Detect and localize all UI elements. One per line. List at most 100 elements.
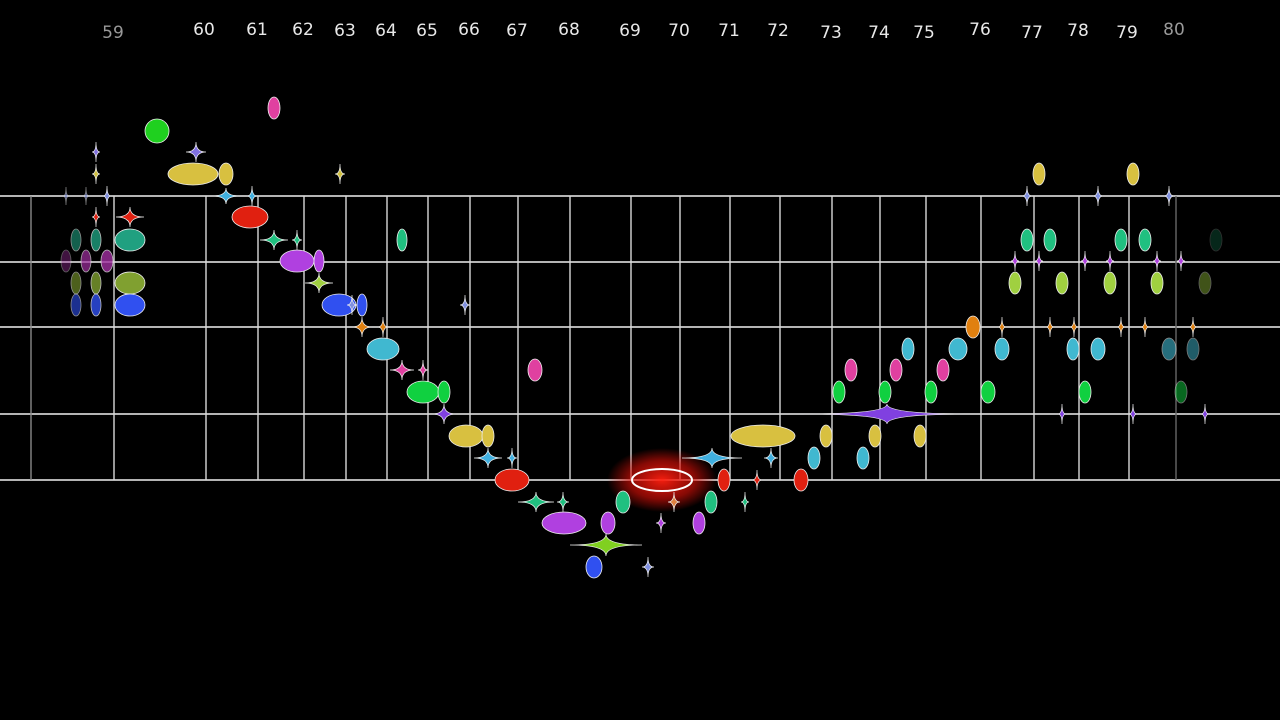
- note-star: [763, 447, 779, 469]
- note: [585, 555, 603, 579]
- note: [1114, 228, 1128, 252]
- note: [1020, 228, 1034, 252]
- note: [279, 249, 315, 273]
- note: [1043, 228, 1057, 252]
- note: [878, 380, 892, 404]
- measure-number: 59: [102, 23, 124, 43]
- note: [924, 380, 938, 404]
- note: [1186, 337, 1200, 361]
- note-star: [740, 491, 750, 513]
- measure-number: 78: [1067, 21, 1089, 41]
- note-star: [389, 359, 415, 381]
- note-star: [1010, 250, 1020, 272]
- note: [1209, 228, 1223, 252]
- note-star: [1163, 185, 1175, 207]
- note: [1078, 380, 1092, 404]
- measure-number: 63: [334, 21, 356, 41]
- note-star: [334, 163, 346, 185]
- measure-number: 69: [619, 21, 641, 41]
- note: [144, 118, 170, 144]
- note-star: [1045, 316, 1055, 338]
- note: [807, 446, 821, 470]
- note: [114, 293, 146, 317]
- note: [1055, 271, 1069, 295]
- note: [1161, 337, 1177, 361]
- note: [1008, 271, 1022, 295]
- note: [704, 490, 718, 514]
- note: [615, 490, 631, 514]
- note: [114, 271, 146, 295]
- note-star: [1200, 403, 1210, 425]
- note-star: [569, 533, 643, 557]
- note-star: [1116, 316, 1126, 338]
- note: [541, 511, 587, 535]
- measure-number: 77: [1021, 23, 1043, 43]
- note-star: [641, 556, 655, 578]
- note-star: [259, 229, 289, 251]
- measure-number: 62: [292, 20, 314, 40]
- note-star: [304, 272, 334, 294]
- measure-number: 61: [246, 20, 268, 40]
- measure-number: 67: [506, 21, 528, 41]
- note: [730, 424, 796, 448]
- note-star: [246, 185, 258, 207]
- note-star: [351, 316, 373, 338]
- note: [527, 358, 543, 382]
- note-star: [1092, 185, 1104, 207]
- note-star: [1080, 250, 1090, 272]
- note-star: [211, 187, 241, 205]
- note: [631, 468, 693, 492]
- note: [90, 293, 102, 317]
- note-star: [185, 141, 207, 163]
- note-star: [1128, 403, 1138, 425]
- note-star: [115, 206, 145, 228]
- note-star: [506, 447, 518, 469]
- note: [868, 424, 882, 448]
- measure-number: 72: [767, 21, 789, 41]
- note: [1090, 337, 1106, 361]
- note: [844, 358, 858, 382]
- note: [366, 337, 400, 361]
- measure-number: 74: [868, 23, 890, 43]
- measure-number: 64: [375, 21, 397, 41]
- note: [1103, 271, 1117, 295]
- note: [70, 271, 82, 295]
- note: [980, 380, 996, 404]
- note: [717, 468, 731, 492]
- note-star: [91, 163, 101, 185]
- note: [494, 468, 530, 492]
- active-note-glow: [607, 448, 717, 512]
- measure-number: 79: [1116, 23, 1138, 43]
- note: [994, 337, 1010, 361]
- measure-number: 68: [558, 20, 580, 40]
- note: [70, 293, 82, 317]
- note: [1066, 337, 1080, 361]
- note-star: [377, 316, 389, 338]
- note-star: [751, 469, 763, 491]
- note-star: [1188, 316, 1198, 338]
- note-star: [82, 186, 90, 206]
- note-star: [417, 359, 429, 381]
- note-star: [346, 294, 358, 316]
- note: [819, 424, 833, 448]
- note: [70, 228, 82, 252]
- note: [600, 511, 616, 535]
- note-star: [667, 491, 681, 513]
- note-star: [431, 403, 457, 425]
- note: [267, 96, 281, 120]
- note: [965, 315, 981, 339]
- note: [60, 249, 72, 273]
- note: [793, 468, 809, 492]
- note: [80, 249, 92, 273]
- note: [481, 424, 495, 448]
- measure-number: 65: [416, 21, 438, 41]
- note: [100, 249, 114, 273]
- measure-number: 73: [820, 23, 842, 43]
- note: [437, 380, 451, 404]
- note: [692, 511, 706, 535]
- note: [167, 162, 219, 186]
- note: [936, 358, 950, 382]
- note: [218, 162, 234, 186]
